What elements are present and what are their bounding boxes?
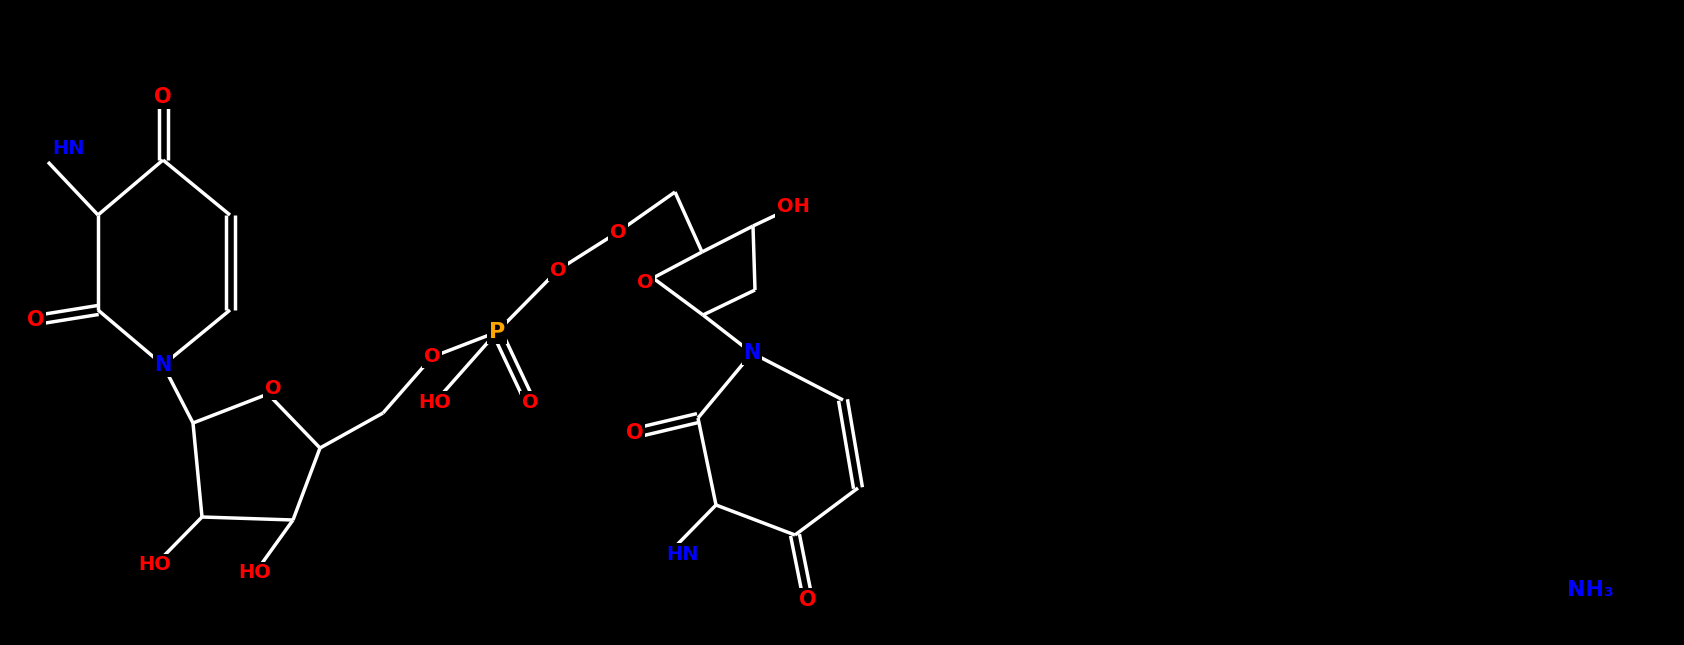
Text: O: O bbox=[264, 379, 281, 399]
Text: O: O bbox=[27, 310, 45, 330]
Text: NH₃: NH₃ bbox=[1566, 580, 1613, 600]
Text: OH: OH bbox=[776, 197, 810, 217]
Text: O: O bbox=[424, 348, 440, 366]
Text: P: P bbox=[488, 322, 505, 342]
Text: HO: HO bbox=[138, 555, 172, 575]
Text: O: O bbox=[626, 423, 643, 443]
Text: O: O bbox=[155, 87, 172, 107]
Text: O: O bbox=[800, 590, 817, 610]
Text: HN: HN bbox=[52, 139, 84, 157]
Text: O: O bbox=[610, 223, 626, 241]
Text: HO: HO bbox=[419, 393, 451, 412]
Text: N: N bbox=[743, 343, 761, 363]
Text: HN: HN bbox=[665, 544, 699, 564]
Text: O: O bbox=[549, 261, 566, 279]
Text: HO: HO bbox=[239, 564, 271, 582]
Text: O: O bbox=[522, 393, 539, 412]
Text: N: N bbox=[155, 355, 172, 375]
Text: O: O bbox=[637, 273, 653, 292]
